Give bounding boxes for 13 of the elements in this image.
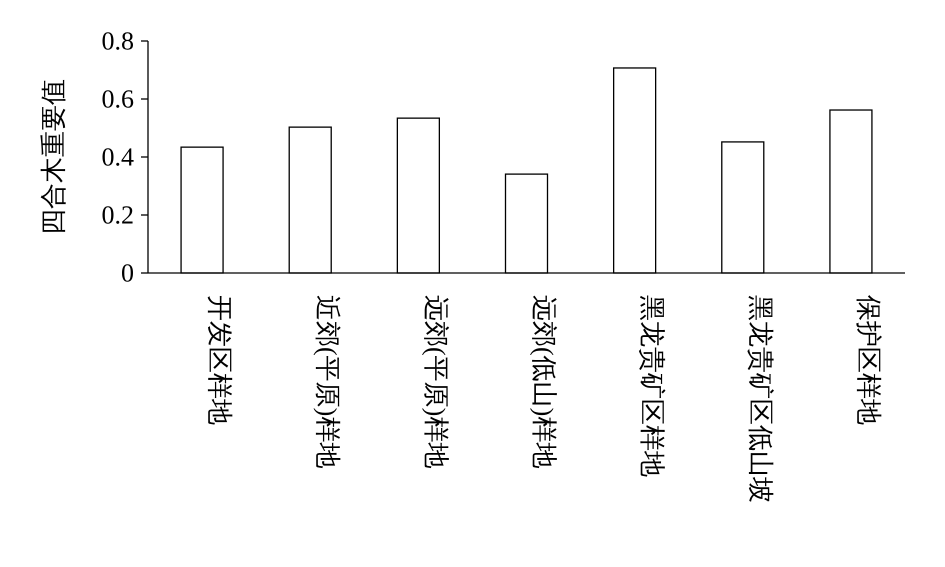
- x-tick-label: 保护区样地: [854, 295, 883, 425]
- y-tick-label: 0.2: [102, 200, 134, 230]
- x-tick-label: 近郊(平原)样地: [313, 295, 342, 468]
- y-tick-label: 0.6: [102, 84, 134, 114]
- x-tick-label: 远郊(低山)样地: [530, 295, 558, 468]
- x-tick-label: 开发区样地: [205, 295, 234, 425]
- y-tick-label: 0: [121, 258, 134, 288]
- y-axis-title: 四合木重要值: [39, 79, 68, 235]
- y-tick-label: 0.4: [102, 142, 134, 172]
- x-tick-label: 远郊(平原)样地: [421, 295, 450, 468]
- y-tick-label: 0.8: [102, 26, 134, 56]
- x-tick-label: 黑龙贵矿区低山坡: [746, 295, 775, 503]
- x-tick-label: 黑龙贵矿区样地: [638, 295, 667, 477]
